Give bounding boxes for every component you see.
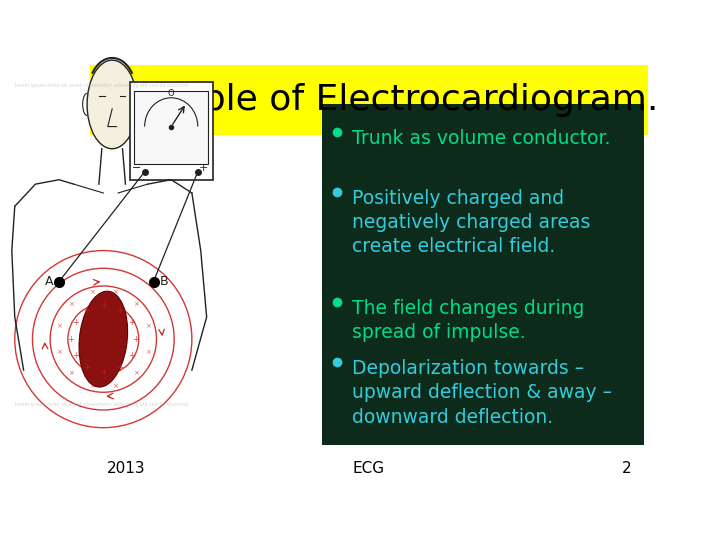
Text: ×: × bbox=[145, 323, 150, 329]
Text: ×: × bbox=[112, 383, 118, 389]
Text: ×: × bbox=[145, 349, 150, 355]
Text: +: + bbox=[72, 351, 78, 360]
Text: The field changes during
spread of impulse.: The field changes during spread of impul… bbox=[352, 299, 585, 342]
Text: +: + bbox=[84, 306, 91, 315]
Text: +: + bbox=[116, 363, 123, 373]
Text: +: + bbox=[128, 318, 135, 327]
Text: B: B bbox=[160, 275, 168, 288]
Text: ×: × bbox=[112, 289, 118, 295]
Text: +: + bbox=[84, 363, 91, 373]
Text: −: − bbox=[131, 163, 140, 173]
Text: ×: × bbox=[89, 383, 94, 389]
Text: +: + bbox=[100, 368, 107, 377]
Text: ×: × bbox=[68, 302, 74, 308]
Text: lorem ipsum dolor sit amet consectetur adipiscing elit sed do eiusmod: lorem ipsum dolor sit amet consectetur a… bbox=[14, 83, 188, 87]
FancyBboxPatch shape bbox=[135, 91, 208, 164]
Text: Principle of Electrocardiogram.: Principle of Electrocardiogram. bbox=[104, 83, 658, 117]
Text: ×: × bbox=[56, 349, 62, 355]
Text: Positively charged and
negatively charged areas
create electrical field.: Positively charged and negatively charge… bbox=[352, 188, 590, 256]
Ellipse shape bbox=[79, 291, 127, 387]
Text: lorem ipsum dolor sit amet consectetur adipiscing elit sed do eiusmod: lorem ipsum dolor sit amet consectetur a… bbox=[14, 402, 188, 407]
FancyBboxPatch shape bbox=[130, 82, 212, 180]
Text: O: O bbox=[168, 89, 174, 98]
Ellipse shape bbox=[87, 60, 138, 148]
Text: +: + bbox=[199, 163, 208, 173]
Text: +: + bbox=[100, 301, 107, 310]
Text: +: + bbox=[68, 335, 74, 343]
Text: Depolarization towards –
upward deflection & away –
downward deflection.: Depolarization towards – upward deflecti… bbox=[352, 359, 612, 427]
FancyBboxPatch shape bbox=[90, 65, 648, 134]
Text: 2: 2 bbox=[621, 462, 631, 476]
Text: +: + bbox=[116, 306, 123, 315]
Text: +: + bbox=[132, 335, 139, 343]
Text: A: A bbox=[45, 275, 53, 288]
Text: +: + bbox=[72, 318, 78, 327]
Text: ×: × bbox=[89, 289, 94, 295]
Text: ECG: ECG bbox=[353, 462, 385, 476]
Text: 2013: 2013 bbox=[107, 462, 145, 476]
Text: ×: × bbox=[68, 370, 74, 376]
Text: +: + bbox=[128, 351, 135, 360]
Text: ×: × bbox=[132, 370, 139, 376]
Text: ×: × bbox=[132, 302, 139, 308]
FancyBboxPatch shape bbox=[322, 104, 644, 445]
Text: Trunk as volume conductor.: Trunk as volume conductor. bbox=[352, 129, 611, 149]
Text: ×: × bbox=[56, 323, 62, 329]
